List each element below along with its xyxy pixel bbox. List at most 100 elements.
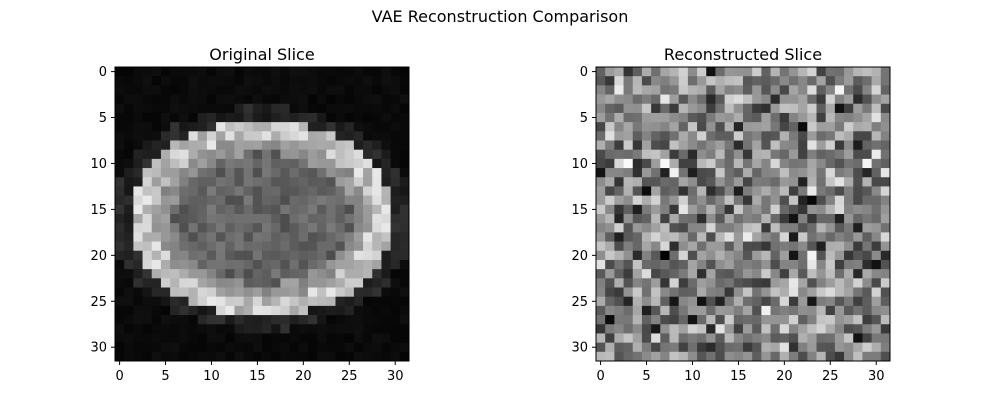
pixel-cell	[363, 278, 373, 288]
pixel-cell	[115, 158, 125, 169]
pixel-cell	[687, 315, 698, 325]
pixel-cell	[170, 131, 180, 141]
pixel-cell	[115, 241, 125, 252]
pixel-cell	[317, 149, 327, 160]
pixel-cell	[289, 259, 300, 270]
pixel-cell	[632, 214, 643, 224]
pixel-cell	[151, 232, 162, 242]
pixel-cell	[262, 94, 272, 105]
pixel-cell	[623, 324, 634, 334]
pixel-cell	[363, 158, 373, 169]
pixel-cell	[252, 131, 263, 141]
pixel-cell	[363, 296, 373, 307]
x-tick-label: 5	[642, 369, 650, 384]
pixel-cell	[752, 278, 762, 288]
pixel-cell	[770, 67, 781, 77]
pixel-cell	[363, 333, 373, 344]
pixel-cell	[372, 342, 382, 353]
pixel-cell	[596, 305, 606, 316]
pixel-cell	[197, 241, 208, 252]
pixel-cell	[844, 168, 854, 178]
pixel-cell	[752, 140, 762, 151]
pixel-cell	[363, 94, 373, 105]
pixel-cell	[743, 140, 753, 151]
pixel-cell	[124, 241, 134, 252]
pixel-cell	[381, 85, 392, 95]
pixel-cell	[788, 131, 799, 141]
pixel-cell	[317, 232, 327, 242]
pixel-cell	[816, 112, 827, 123]
pixel-cell	[834, 250, 845, 261]
pixel-cell	[660, 186, 670, 197]
pixel-cell	[335, 223, 346, 233]
pixel-cell	[234, 241, 245, 252]
pixel-cell	[816, 94, 827, 105]
pixel-cell	[363, 112, 373, 123]
pixel-cell	[687, 223, 698, 233]
pixel-cell	[761, 186, 771, 197]
pixel-cell	[614, 149, 624, 160]
pixel-cell	[669, 232, 680, 242]
pixel-cell	[243, 333, 254, 344]
pixel-cell	[770, 250, 781, 261]
pixel-cell	[779, 269, 790, 279]
pixel-cell	[669, 305, 680, 316]
pixel-cell	[160, 67, 171, 77]
pixel-cell	[115, 140, 125, 151]
pixel-cell	[170, 259, 180, 270]
pixel-cell	[825, 168, 836, 178]
pixel-cell	[623, 76, 634, 86]
pixel-cell	[243, 342, 254, 353]
pixel-cell	[844, 85, 854, 95]
pixel-cell	[151, 195, 162, 206]
pixel-cell	[596, 287, 606, 298]
pixel-cell	[298, 149, 309, 160]
pixel-cell	[115, 195, 125, 206]
pixel-cell	[363, 85, 373, 95]
pixel-cell	[844, 76, 854, 86]
pixel-cell	[363, 287, 373, 298]
pixel-cell	[816, 287, 827, 298]
pixel-cell	[853, 131, 863, 141]
pixel-cell	[252, 269, 263, 279]
pixel-cell	[353, 131, 364, 141]
pixel-cell	[651, 94, 661, 105]
pixel-cell	[660, 342, 670, 353]
pixel-cell	[298, 67, 309, 77]
pixel-cell	[871, 223, 882, 233]
pixel-cell	[151, 287, 162, 298]
pixel-cell	[798, 168, 808, 178]
pixel-cell	[660, 305, 670, 316]
pixel-cell	[596, 140, 606, 151]
pixel-cell	[807, 140, 817, 151]
pixel-cell	[798, 131, 808, 141]
pixel-cell	[289, 76, 300, 86]
pixel-cell	[225, 250, 235, 261]
pixel-cell	[170, 204, 180, 215]
pixel-cell	[844, 315, 854, 325]
pixel-cell	[788, 85, 799, 95]
pixel-cell	[715, 112, 726, 123]
pixel-cell	[234, 122, 245, 132]
pixel-cell	[706, 259, 716, 270]
pixel-cell	[142, 342, 153, 353]
pixel-cell	[225, 112, 235, 123]
pixel-cell	[862, 131, 873, 141]
pixel-cell	[761, 122, 771, 132]
pixel-cell	[326, 140, 336, 151]
pixel-cell	[179, 76, 189, 86]
pixel-cell	[160, 278, 171, 288]
pixel-cell	[335, 269, 346, 279]
pixel-cell	[262, 296, 272, 307]
pixel-cell	[381, 315, 392, 325]
pixel-cell	[779, 158, 790, 169]
pixel-cell	[307, 296, 318, 307]
pixel-cell	[188, 305, 199, 316]
pixel-cell	[706, 351, 716, 362]
pixel-cell	[326, 223, 336, 233]
pixel-cell	[216, 241, 226, 252]
pixel-cell	[124, 232, 134, 242]
pixel-cell	[353, 259, 364, 270]
pixel-cell	[816, 177, 827, 187]
pixel-cell	[115, 94, 125, 105]
